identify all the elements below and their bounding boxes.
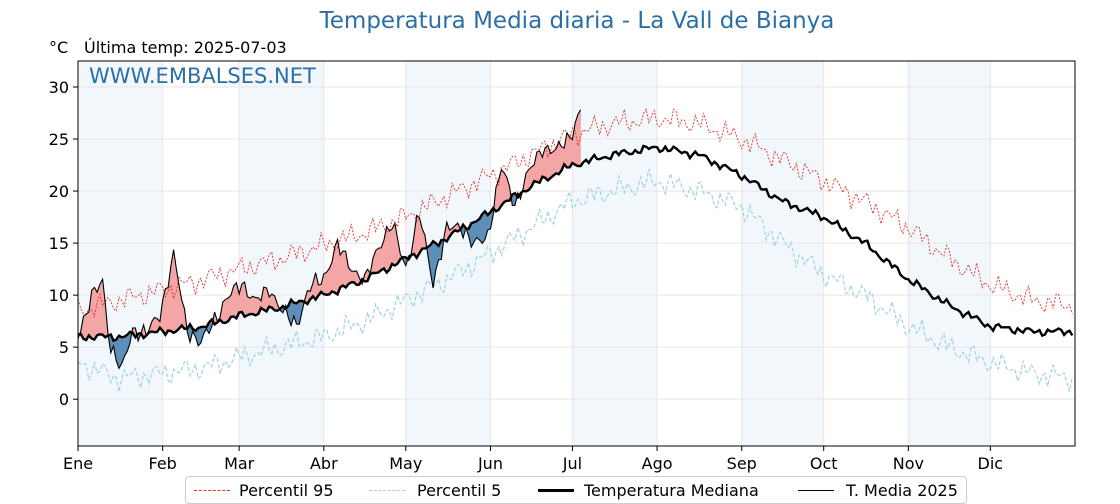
legend-p5-swatch [369, 490, 405, 491]
above-median-fill [263, 286, 267, 312]
x-tick-label: Feb [149, 454, 177, 473]
above-median-fill [566, 132, 570, 168]
x-tick-label: Jun [477, 454, 503, 473]
above-median-fill [553, 148, 557, 177]
x-tick-label: Abr [310, 454, 338, 473]
legend-p5-label: Percentil 5 [417, 481, 502, 500]
last-temp-label: Última temp: 2025-07-03 [84, 38, 287, 57]
y-tick-label: 5 [59, 338, 69, 357]
below-median-fill [482, 210, 486, 245]
above-median-fill [247, 296, 251, 316]
above-median-fill [375, 247, 379, 274]
legend-p95-swatch [194, 490, 230, 491]
above-median-fill [391, 223, 396, 267]
legend: Percentil 95 Percentil 5 Temperatura Med… [185, 476, 967, 504]
x-tick-label: Jul [562, 454, 582, 473]
y-tick-label: 30 [49, 78, 69, 97]
above-median-fill [225, 297, 229, 324]
month-shade-mar [239, 61, 324, 446]
month-shade-sep [741, 61, 824, 446]
x-tick-label: Mar [224, 454, 255, 473]
y-tick-label: 10 [49, 286, 69, 305]
above-median-fill [350, 270, 355, 283]
x-tick-label: Nov [893, 454, 924, 473]
chart-title: Temperatura Media diaria - La Vall de Bi… [319, 8, 835, 34]
above-median-fill [536, 150, 540, 184]
y-tick-label: 0 [59, 390, 69, 409]
legend-current-label: T. Media 2025 [846, 481, 958, 500]
y-tick-label: 20 [49, 182, 69, 201]
x-tick-label: Sep [727, 454, 757, 473]
series-line-current-year [77, 109, 582, 370]
above-median-fill [378, 247, 382, 273]
above-median-fill [323, 271, 327, 296]
above-median-fill [222, 298, 226, 324]
legend-median-label: Temperatura Mediana [584, 481, 759, 500]
above-median-fill [252, 295, 256, 316]
y-unit-label: °C [49, 38, 69, 57]
above-median-fill [165, 287, 169, 336]
legend-median-swatch [538, 489, 574, 492]
above-median-fill [342, 250, 346, 288]
above-median-fill [99, 279, 103, 336]
x-tick-label: May [389, 454, 422, 473]
month-shade-ene [78, 61, 163, 446]
above-median-fill [501, 169, 505, 207]
above-median-fill [334, 239, 338, 295]
month-shade-nov [908, 61, 991, 446]
legend-p95-label: Percentil 95 [239, 481, 334, 500]
month-shade-jul [572, 61, 658, 446]
legend-current-swatch [798, 490, 834, 491]
above-median-fill [233, 282, 237, 319]
plot-frame [77, 60, 1076, 447]
y-tick-label: 25 [49, 130, 69, 149]
x-tick-label: Oct [810, 454, 838, 473]
y-tick-label: 15 [49, 234, 69, 253]
watermark: WWW.EMBALSES.NET [89, 64, 316, 88]
series-line-p5 [77, 168, 1073, 392]
series-line-p95 [77, 108, 1073, 318]
above-median-fill [154, 317, 158, 333]
above-median-fill [83, 313, 87, 341]
x-tick-label: Dic [978, 454, 1004, 473]
x-tick-label: Ene [63, 454, 93, 473]
series-line-median [77, 144, 1074, 343]
above-median-fill [550, 150, 554, 179]
above-median-fill [249, 295, 254, 315]
above-median-fill [339, 250, 344, 288]
above-median-fill [386, 225, 390, 274]
x-tick-label: Ago [642, 454, 673, 473]
